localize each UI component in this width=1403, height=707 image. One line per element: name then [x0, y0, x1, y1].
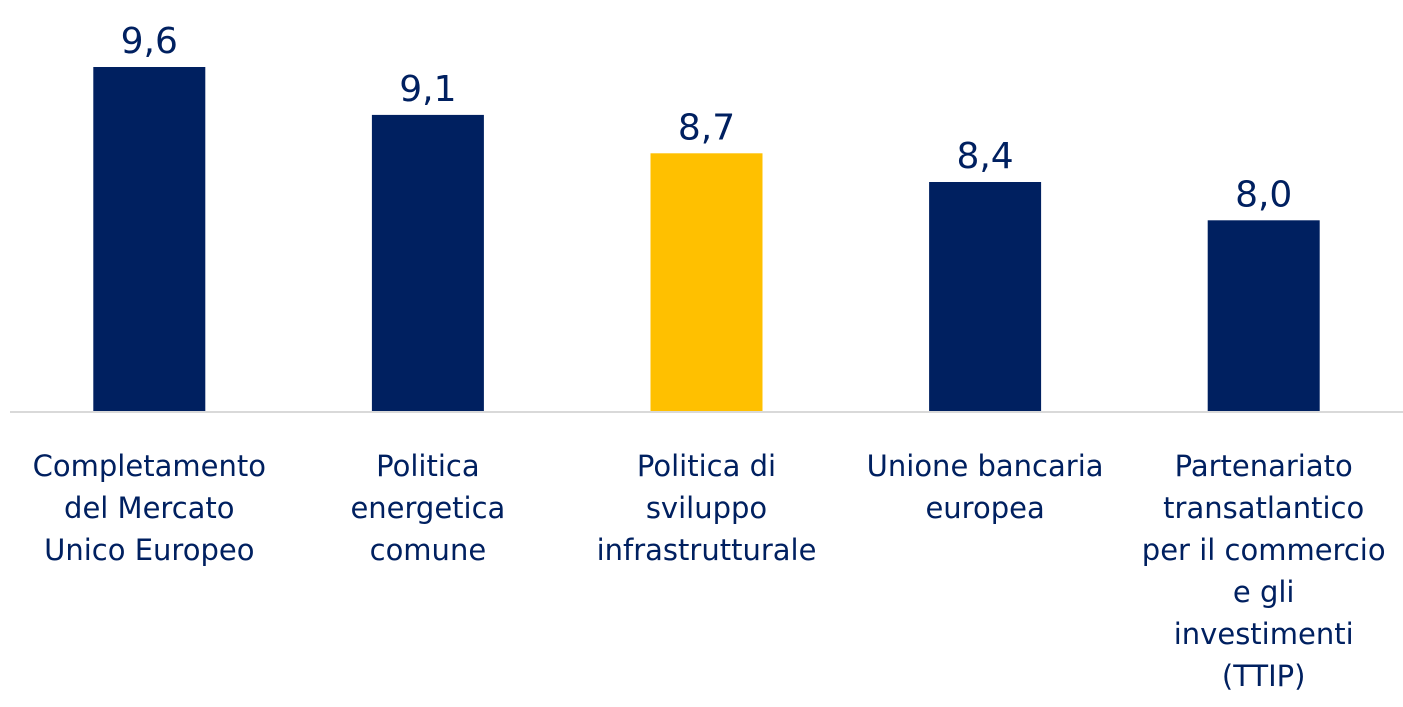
category-label-line: investimenti: [1174, 617, 1354, 651]
value-label-5: 8,0: [1235, 174, 1292, 215]
category-label-line: europea: [925, 491, 1044, 525]
category-labels-group: Completamento del Mercato Unico Europeo Pol…: [33, 449, 1386, 693]
value-label-3: 8,7: [678, 107, 735, 148]
bar-3: [650, 153, 763, 413]
value-labels-group: 9,6 9,1 8,7 8,4 8,0: [121, 21, 1293, 215]
category-label-line: transatlantico: [1163, 491, 1364, 525]
category-label-3: Politica di sviluppo infrastrutturale: [597, 449, 817, 567]
bar-2: [371, 114, 484, 413]
category-label-line: (TTIP): [1222, 659, 1306, 693]
bar-1: [93, 67, 206, 412]
bar-5: [1207, 220, 1320, 412]
category-label-line: Politica di: [637, 449, 776, 483]
category-label-line: del Mercato: [64, 491, 235, 525]
category-label-line: Politica: [376, 449, 479, 483]
category-label-line: energetica: [350, 491, 505, 525]
category-label-line: comune: [370, 533, 487, 567]
bars-group: [93, 67, 1320, 413]
bar-4: [929, 182, 1042, 412]
category-label-2: Politica energetica comune: [350, 449, 505, 567]
category-label-line: Completamento: [33, 449, 266, 483]
category-label-line: Partenariato: [1175, 449, 1353, 483]
value-label-1: 9,6: [121, 21, 178, 62]
category-label-line: e gli: [1233, 575, 1295, 609]
category-label-line: sviluppo: [646, 491, 767, 525]
category-label-line: Unione bancaria: [867, 449, 1104, 483]
value-label-2: 9,1: [399, 69, 456, 110]
category-label-1: Completamento del Mercato Unico Europeo: [33, 449, 266, 567]
category-label-line: Unico Europeo: [44, 533, 254, 567]
category-label-line: infrastrutturale: [597, 533, 817, 567]
value-label-4: 8,4: [956, 136, 1013, 177]
category-label-line: per il commercio: [1142, 533, 1386, 567]
category-label-5: Partenariato transatlantico per il commerc…: [1142, 449, 1386, 693]
category-label-4: Unione bancaria europea: [867, 449, 1104, 525]
